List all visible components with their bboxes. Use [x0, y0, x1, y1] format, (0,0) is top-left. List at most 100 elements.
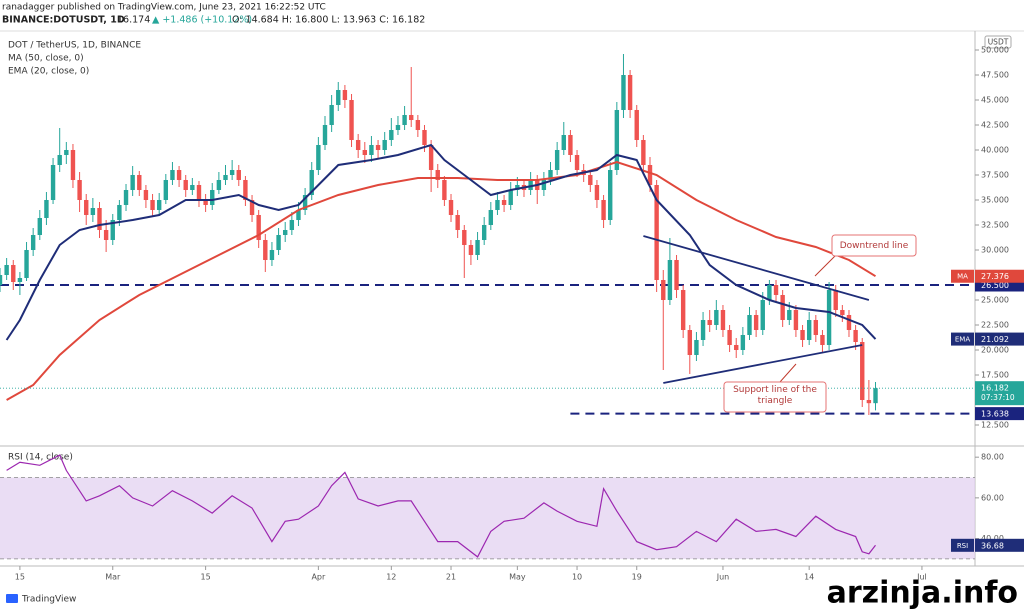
candle-body	[608, 170, 613, 220]
y-tick-label: 40.000	[981, 146, 1009, 155]
candle-body	[329, 105, 334, 125]
candle-body	[594, 185, 600, 200]
candle-body	[667, 260, 673, 300]
candle-body	[375, 145, 381, 150]
candle-body	[409, 115, 414, 120]
series-name: EMA	[955, 336, 970, 344]
candle-body	[428, 145, 434, 170]
y-tick-label: 47.500	[981, 71, 1009, 80]
value-badge-label: 27.376	[981, 272, 1009, 281]
candle-body	[853, 330, 858, 342]
candle-body	[0, 275, 3, 285]
candle-body	[501, 200, 507, 205]
candle-body	[481, 225, 487, 240]
candle-body	[787, 310, 792, 320]
candle-body	[44, 200, 49, 218]
level-badge	[975, 407, 1024, 421]
candle-body	[488, 210, 494, 225]
candle-body	[223, 175, 228, 180]
candle-body	[11, 265, 16, 282]
candle-body	[495, 200, 500, 210]
candle-body	[548, 170, 553, 180]
candle-body	[369, 145, 374, 155]
y-tick-label: 40.00	[981, 534, 1004, 543]
candle-body	[621, 75, 626, 110]
series-name-tag	[951, 269, 974, 283]
candle-body	[24, 250, 29, 278]
annotation-arrow	[814, 255, 836, 277]
candle-body	[714, 310, 719, 325]
y-tick-label: 25.000	[981, 296, 1009, 305]
candle-body	[156, 200, 162, 210]
x-tick-label: Jun	[716, 573, 730, 582]
x-tick-label: 14	[804, 573, 814, 582]
candle-body	[687, 330, 692, 355]
y-tick-label: 35.000	[981, 196, 1009, 205]
candle-body	[170, 170, 175, 180]
level-badge-label: 26.500	[981, 281, 1009, 290]
candle-body	[117, 205, 122, 220]
value-badge	[975, 538, 1024, 552]
candle-body	[568, 135, 573, 155]
value-badge	[975, 332, 1024, 346]
candle-body	[190, 185, 195, 190]
countdown: 07:37:10	[981, 393, 1015, 402]
indicator-line	[6, 160, 877, 401]
last-price: 16.174	[117, 15, 150, 26]
candle-body	[707, 320, 712, 325]
currency: USDT	[988, 38, 1009, 47]
x-tick-label: Apr	[311, 573, 326, 582]
candle-body	[747, 315, 752, 335]
y-tick-label: 32.500	[981, 221, 1009, 230]
candle-body	[283, 230, 288, 235]
candle-body	[846, 315, 852, 330]
candle-body	[210, 190, 215, 205]
annotation-text: Support line of the triangle	[733, 385, 817, 406]
candle-body	[316, 145, 321, 170]
candle-body	[395, 125, 401, 130]
legend-ma: MA (50, close, 0)	[8, 54, 84, 64]
candle-body	[515, 185, 520, 190]
candle-body	[123, 190, 129, 205]
y-tick-label: 42.500	[981, 121, 1009, 130]
candle-body	[700, 320, 706, 340]
candle-body	[813, 320, 819, 335]
y-tick-label: 80.00	[981, 453, 1004, 462]
candle-body	[634, 110, 639, 140]
candle-body	[355, 140, 361, 150]
candle-body	[137, 175, 142, 190]
candle-body	[183, 180, 188, 190]
candle-body	[800, 330, 805, 340]
y-tick-label: 60.00	[981, 493, 1004, 502]
y-tick-label: 20.000	[981, 346, 1009, 355]
price-change: ▲ +1.486 (+10.12%)	[152, 15, 252, 26]
candle-body	[64, 150, 69, 155]
candle-body	[627, 75, 633, 110]
y-tick-label: 30.000	[981, 246, 1009, 255]
candle-body	[196, 185, 202, 200]
candle-body	[826, 290, 832, 345]
candle-body	[130, 175, 135, 190]
price-badge-label: 16.182	[981, 384, 1009, 393]
annotation-arrow	[779, 363, 797, 383]
series-name-tag	[951, 332, 974, 346]
candle-body	[349, 100, 354, 140]
candle-body	[422, 130, 427, 145]
candle-body	[680, 290, 686, 330]
candle-body	[57, 155, 62, 165]
candle-body	[103, 230, 109, 240]
candle-body	[455, 215, 460, 230]
candle-body	[674, 260, 679, 290]
candle-body	[17, 278, 23, 282]
candle-body	[382, 140, 387, 150]
candle-body	[90, 208, 96, 215]
candle-body	[574, 155, 580, 170]
brand: TradingView	[6, 594, 76, 605]
trendline	[643, 235, 870, 301]
candle-body	[342, 90, 348, 100]
candle-body	[866, 400, 872, 404]
series-name: MA	[957, 273, 968, 281]
x-tick-label: 19	[632, 573, 642, 582]
value-badge-label: 36.68	[981, 541, 1004, 550]
